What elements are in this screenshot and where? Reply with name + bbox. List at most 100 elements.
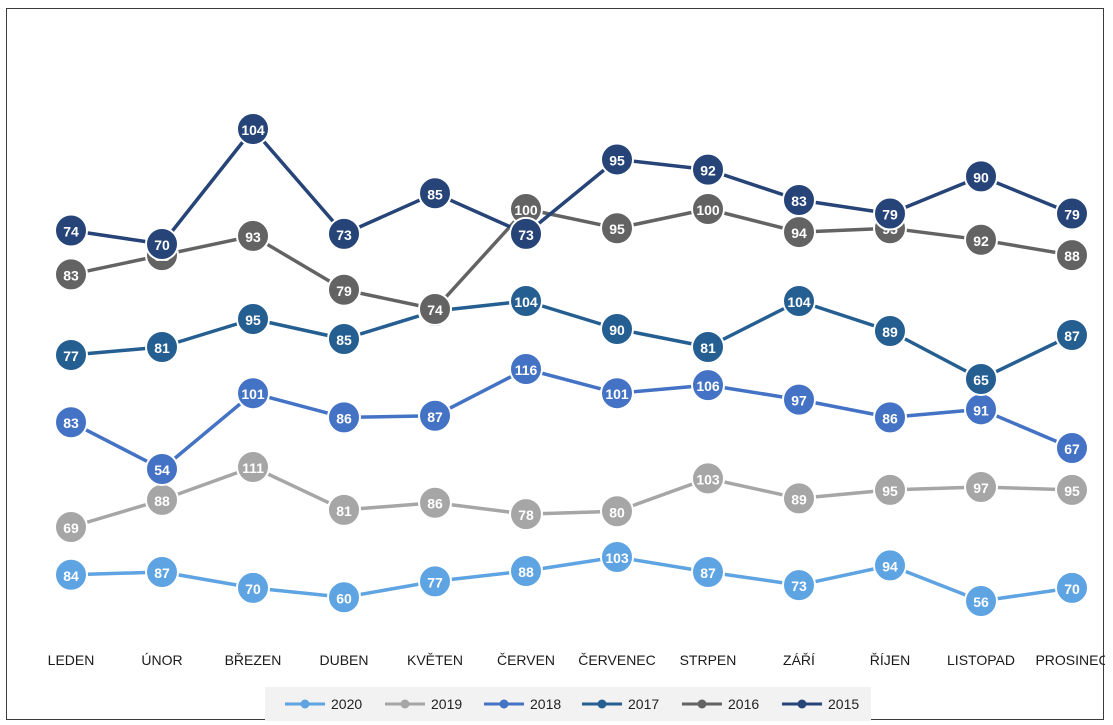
- data-label: 101: [605, 386, 629, 402]
- data-label: 73: [791, 578, 807, 594]
- data-label: 106: [696, 378, 720, 394]
- data-point: [54, 510, 88, 544]
- data-point: [600, 312, 634, 346]
- series-line-2017: [70, 299, 1073, 381]
- data-label: 85: [336, 332, 352, 348]
- data-point: [782, 568, 816, 603]
- data-point: [236, 450, 270, 484]
- data-point: [145, 554, 179, 589]
- data-point: [54, 213, 88, 248]
- data-label: 86: [882, 410, 898, 426]
- data-label: 89: [791, 491, 807, 507]
- data-label: 94: [882, 558, 898, 574]
- data-point: [327, 400, 361, 435]
- data-label: 116: [515, 362, 538, 378]
- data-label: 92: [700, 163, 716, 179]
- data-label: 80: [609, 504, 625, 520]
- data-point: [236, 112, 270, 146]
- data-point: [1055, 318, 1089, 352]
- data-point: [600, 494, 634, 529]
- data-label: 95: [609, 221, 625, 237]
- data-point: [1055, 238, 1089, 273]
- data-point: [600, 540, 634, 574]
- chart-frame: 84 87 70 60 77 88 103 87 73 94 56 70 69 88 111 81 86 78 80…: [6, 8, 1105, 721]
- data-point: [1055, 472, 1089, 507]
- data-label: 81: [336, 503, 352, 519]
- data-point: [145, 227, 179, 261]
- data-label: 95: [1064, 483, 1080, 499]
- data-label: 79: [882, 207, 898, 223]
- data-point: [236, 570, 270, 605]
- data-label: 87: [427, 409, 443, 425]
- data-point: [327, 322, 361, 356]
- data-label: 78: [518, 507, 534, 523]
- data-label: 95: [609, 152, 625, 168]
- legend-marker-2019: [400, 699, 410, 709]
- data-point: [418, 292, 452, 326]
- data-point: [54, 257, 88, 292]
- data-label: 85: [427, 186, 443, 202]
- data-label: 73: [336, 227, 352, 243]
- legend-marker-2017: [597, 699, 607, 709]
- data-point: [509, 554, 543, 589]
- data-label: 101: [241, 386, 265, 402]
- data-point: [964, 584, 998, 618]
- data-label: 93: [245, 229, 261, 245]
- series-line-2015: [70, 127, 1073, 246]
- data-point: [236, 218, 270, 253]
- data-label: 88: [518, 564, 534, 580]
- data-point: [1055, 196, 1089, 231]
- x-tick-label: LEDEN: [48, 652, 95, 668]
- legend-marker-2020: [300, 699, 310, 709]
- data-point: [509, 216, 543, 251]
- series-line-2019: [70, 465, 1073, 529]
- data-point: [418, 176, 452, 211]
- data-point: [782, 284, 816, 318]
- x-tick-label: ŘÍJEN: [870, 652, 910, 668]
- x-tick-label: LISTOPAD: [947, 652, 1015, 668]
- data-point: [327, 580, 361, 615]
- series-line-2016: [70, 207, 1073, 311]
- data-label: 90: [609, 322, 625, 338]
- data-label: 86: [427, 496, 443, 512]
- data-point: [236, 302, 270, 336]
- data-point: [964, 159, 998, 194]
- data-label: 103: [696, 471, 720, 487]
- data-label: 104: [514, 294, 538, 310]
- data-point: [54, 405, 88, 440]
- data-label: 81: [154, 340, 170, 356]
- data-label: 104: [241, 122, 265, 138]
- data-label: 70: [154, 237, 170, 253]
- data-point: [509, 497, 543, 532]
- data-point: [54, 338, 88, 372]
- data-label: 83: [63, 415, 79, 431]
- data-label: 69: [63, 520, 79, 536]
- data-point: [145, 330, 179, 364]
- data-label: 87: [700, 565, 716, 581]
- data-label: 95: [882, 483, 898, 499]
- data-point: [509, 284, 543, 318]
- data-point: [964, 470, 998, 504]
- data-point: [873, 472, 907, 507]
- data-label: 95: [245, 312, 261, 328]
- data-point: [691, 330, 725, 364]
- data-label: 90: [973, 169, 989, 185]
- series-line-2020: [70, 555, 1073, 603]
- data-label: 83: [791, 193, 807, 209]
- series-2020: 84 87 70 60 77 88 103 87 73 94 56 70: [54, 540, 1089, 618]
- data-point: [964, 222, 998, 257]
- series-2016: 83889379741009510094959288: [54, 192, 1089, 326]
- data-point: [691, 368, 725, 403]
- x-tick-label: ZÁŘÍ: [783, 652, 815, 668]
- data-label: 77: [63, 348, 79, 364]
- data-label: 111: [242, 460, 264, 476]
- data-label: 67: [1064, 441, 1080, 457]
- line-chart: 84 87 70 60 77 88 103 87 73 94 56 70 69 88 111 81 86 78 80…: [48, 112, 1105, 721]
- data-point: [873, 400, 907, 435]
- data-point: [873, 314, 907, 348]
- data-point: [418, 564, 452, 599]
- data-label: 88: [154, 493, 170, 509]
- legend-label-2019: 2019: [431, 696, 462, 712]
- data-label: 83: [63, 267, 79, 283]
- data-point: [782, 481, 816, 516]
